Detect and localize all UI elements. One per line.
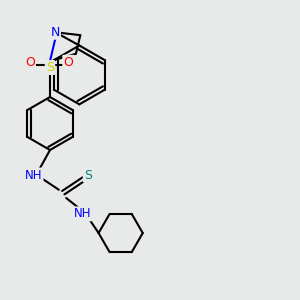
Text: O: O: [63, 56, 73, 69]
Text: N: N: [51, 26, 60, 39]
Text: NH: NH: [74, 207, 91, 220]
Text: S: S: [84, 169, 92, 182]
Text: NH: NH: [25, 169, 43, 182]
Text: S: S: [46, 61, 54, 74]
Text: O: O: [25, 56, 35, 69]
